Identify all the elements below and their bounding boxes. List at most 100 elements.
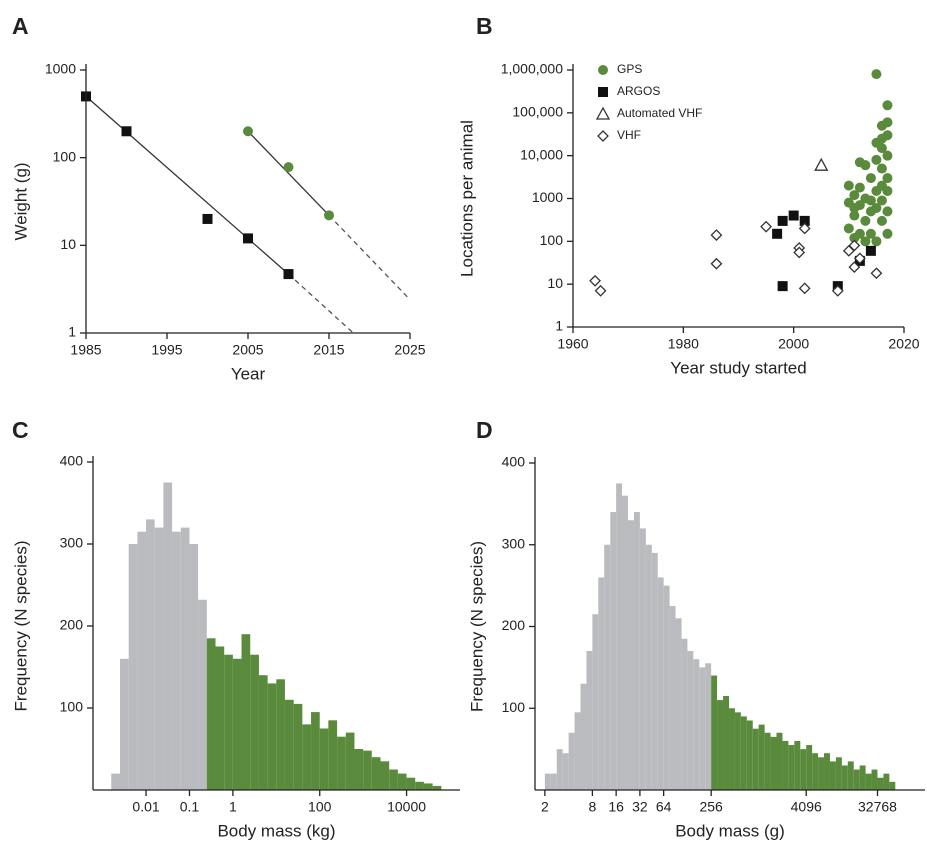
histogram-bar — [746, 720, 753, 790]
legend-label: ARGOS — [617, 84, 660, 98]
histogram-bar — [302, 724, 312, 790]
panel-label: B — [476, 13, 493, 39]
histogram-bar — [128, 544, 138, 790]
y-tick-label: 1 — [68, 324, 76, 340]
histogram-bar — [764, 732, 771, 790]
x-axis-title: Body mass (g) — [675, 821, 785, 840]
x-tick-label: 1980 — [668, 336, 699, 352]
x-tick-label: 2000 — [778, 336, 809, 352]
legend-marker — [597, 130, 609, 142]
histogram-bar — [432, 785, 442, 790]
data-point — [865, 206, 876, 217]
histogram-bar — [829, 761, 836, 790]
histogram-bar — [556, 749, 563, 790]
y-tick-label: 100,000 — [512, 104, 563, 120]
panel-label: D — [476, 417, 493, 443]
histogram-bar — [232, 658, 242, 790]
data-point — [865, 173, 876, 184]
data-point — [876, 120, 887, 131]
histogram-bar — [363, 750, 372, 790]
histogram-bar — [415, 781, 424, 790]
data-point — [793, 246, 806, 259]
histogram-bar — [111, 773, 120, 790]
histogram-bar — [883, 773, 890, 790]
histogram-bar — [250, 654, 259, 790]
x-tick-label: 2015 — [313, 342, 344, 358]
data-point — [243, 126, 253, 137]
y-tick-label: 200 — [502, 617, 526, 633]
y-tick-label: 400 — [502, 454, 526, 470]
legend-marker — [598, 65, 608, 75]
legend-label: Automated VHF — [617, 106, 702, 120]
y-tick-label: 300 — [60, 535, 84, 551]
x-tick-label: 1995 — [151, 342, 182, 358]
histogram-bar — [717, 700, 724, 790]
x-tick-label: 10000 — [387, 799, 426, 815]
data-point — [871, 154, 882, 165]
histogram-bar — [311, 712, 320, 790]
data-point — [594, 284, 607, 297]
histogram-bar — [198, 599, 207, 790]
data-point — [843, 180, 854, 191]
data-point — [860, 160, 871, 171]
histogram-bar — [598, 577, 605, 790]
histogram-bar — [788, 745, 795, 790]
histogram-bar — [758, 724, 765, 790]
histogram-bar — [752, 728, 759, 790]
x-tick-label: 16 — [608, 799, 624, 815]
x-axis-title: Body mass (kg) — [217, 821, 335, 840]
y-tick-label: 400 — [60, 453, 84, 469]
histogram-bar — [806, 745, 813, 790]
x-tick-label: 1960 — [557, 336, 588, 352]
histogram-bar — [206, 638, 216, 790]
data-point — [865, 228, 876, 239]
x-tick-label: 2020 — [888, 336, 919, 352]
histogram-bar — [328, 720, 338, 790]
data-point — [849, 210, 860, 221]
x-tick-label: 2 — [541, 799, 549, 815]
y-tick-label: 10 — [60, 236, 76, 252]
data-point — [871, 236, 882, 247]
histogram-bar — [740, 716, 747, 790]
histogram-bar — [835, 757, 842, 790]
data-point — [589, 274, 601, 287]
x-tick-label: 256 — [699, 799, 723, 815]
histogram-bar — [669, 606, 676, 790]
histogram-bar — [550, 773, 557, 790]
data-point — [853, 252, 866, 265]
histogram-bar — [627, 520, 634, 790]
data-point — [849, 190, 860, 201]
histogram-bar — [622, 495, 628, 790]
histogram-bar — [319, 728, 329, 790]
y-tick-label: 300 — [502, 535, 526, 551]
histogram-bar — [172, 531, 181, 790]
data-point — [710, 229, 723, 241]
histogram-bar — [119, 658, 129, 790]
y-tick-label: 1000 — [45, 61, 76, 77]
histogram-bar — [800, 749, 807, 790]
data-point — [876, 215, 887, 226]
histogram-bar — [241, 634, 251, 790]
x-tick-label: 8 — [588, 799, 596, 815]
legend-label: VHF — [617, 128, 641, 142]
histogram-bar — [782, 740, 789, 790]
histogram-bar — [189, 544, 199, 790]
data-point — [831, 284, 844, 297]
legend-label: GPS — [617, 62, 642, 76]
data-point — [772, 228, 783, 239]
data-point — [882, 206, 893, 217]
histogram-bar — [639, 528, 646, 790]
y-tick-label: 100 — [53, 148, 77, 164]
histogram-bar — [812, 753, 819, 790]
histogram-bar — [293, 703, 303, 790]
histogram-bar — [616, 483, 623, 790]
trend-line — [288, 273, 354, 334]
data-point — [283, 269, 294, 280]
y-axis-title: Locations per animal — [457, 120, 476, 277]
data-point — [202, 213, 213, 224]
y-tick-label: 1 — [555, 318, 563, 334]
legend-marker — [598, 87, 608, 97]
panel-label: A — [12, 13, 29, 39]
histogram-bar — [574, 712, 581, 790]
histogram-bar — [580, 683, 587, 790]
